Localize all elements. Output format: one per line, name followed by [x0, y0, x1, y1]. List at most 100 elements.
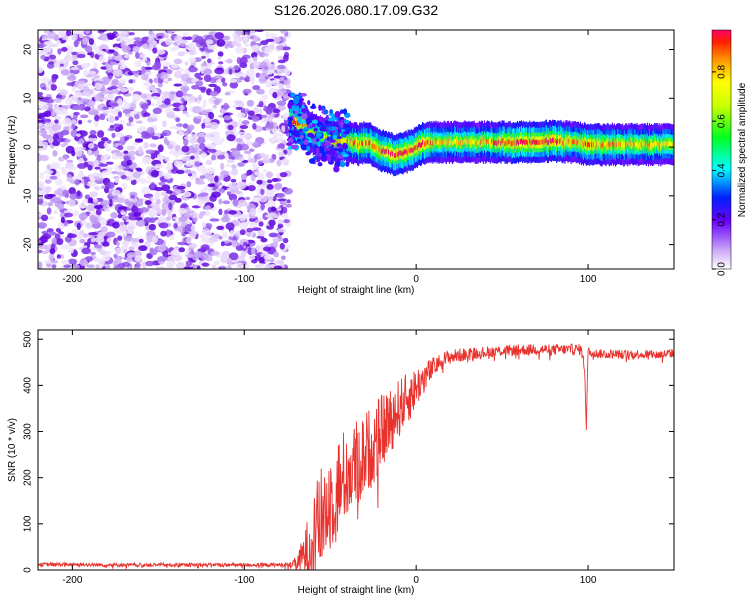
- signal-spread: [306, 124, 313, 128]
- noise-speckle: [159, 72, 169, 80]
- noise-speckle: [99, 33, 108, 41]
- noise-speckle: [246, 227, 254, 233]
- signal-track-cell: [482, 141, 485, 147]
- signal-track-cell: [354, 140, 357, 146]
- signal-track-cell: [450, 139, 453, 144]
- noise-speckle: [188, 56, 196, 63]
- noise-speckle: [123, 54, 131, 59]
- noise-speckle: [97, 104, 103, 111]
- noise-speckle: [224, 209, 229, 215]
- noise-speckle: [195, 80, 204, 87]
- noise-speckle: [187, 124, 195, 131]
- noise-speckle: [88, 231, 99, 236]
- signal-spread: [300, 92, 307, 97]
- signal-track-cell: [564, 140, 566, 146]
- noise-speckle: [212, 104, 217, 109]
- noise-speckle: [256, 187, 261, 196]
- noise-speckle: [113, 123, 120, 128]
- signal-track-cell: [428, 140, 430, 146]
- signal-track-cell: [410, 147, 412, 153]
- signal-spread: [337, 128, 342, 134]
- noise-speckle: [157, 98, 163, 106]
- y-tick-label: 500: [23, 330, 34, 347]
- noise-speckle: [139, 53, 147, 59]
- noise-speckle: [211, 264, 217, 269]
- noise-speckle: [166, 208, 171, 215]
- noise-speckle: [59, 89, 69, 96]
- signal-track-cell: [395, 153, 397, 159]
- noise-speckle: [78, 119, 83, 125]
- colorbar-tick-label: 0.0: [717, 262, 728, 276]
- noise-speckle: [105, 231, 116, 238]
- y-tick-label: 400: [23, 377, 34, 394]
- noise-speckle: [208, 111, 215, 120]
- noise-speckle: [276, 100, 287, 106]
- noise-speckle: [60, 216, 65, 224]
- noise-speckle: [151, 64, 161, 71]
- signal-track-cell: [296, 120, 298, 126]
- noise-speckle: [119, 65, 126, 70]
- noise-speckle: [276, 228, 287, 233]
- signal-spread: [301, 113, 308, 120]
- signal-track-cell: [361, 140, 363, 146]
- noise-speckle: [136, 168, 143, 173]
- signal-spread: [338, 116, 345, 121]
- noise-speckle: [84, 30, 91, 35]
- noise-speckle: [218, 208, 223, 216]
- noise-speckle: [48, 137, 54, 144]
- signal-spread: [323, 110, 329, 114]
- noise-speckle: [228, 68, 233, 75]
- noise-speckle: [190, 133, 198, 142]
- noise-speckle: [88, 110, 99, 116]
- signal-track-cell: [304, 121, 306, 127]
- signal-track-cell: [661, 141, 663, 147]
- signal-track-cell: [582, 142, 585, 148]
- signal-spread: [294, 110, 298, 114]
- noise-speckle: [207, 45, 217, 50]
- noise-speckle: [217, 154, 226, 160]
- signal-track-cell: [638, 142, 640, 148]
- noise-speckle: [249, 208, 257, 216]
- noise-speckle: [230, 196, 238, 200]
- noise-speckle: [231, 150, 241, 158]
- noise-speckle: [206, 167, 216, 175]
- noise-speckle: [148, 30, 153, 35]
- noise-speckle: [271, 238, 280, 242]
- noise-speckle: [200, 109, 208, 115]
- noise-speckle: [67, 258, 78, 265]
- noise-speckle: [192, 254, 199, 261]
- noise-speckle: [119, 221, 125, 226]
- noise-speckle: [222, 82, 228, 87]
- noise-speckle: [252, 56, 258, 62]
- noise-speckle: [183, 191, 192, 198]
- signal-track-cell: [532, 139, 534, 145]
- y-tick-label: 0: [23, 567, 34, 573]
- noise-speckle: [147, 209, 157, 218]
- noise-speckle: [152, 47, 158, 54]
- noise-speckle: [167, 144, 174, 150]
- signal-track-cell: [473, 138, 475, 144]
- noise-speckle: [106, 93, 115, 100]
- noise-speckle: [237, 199, 248, 207]
- noise-speckle: [101, 185, 106, 189]
- signal-track-cell: [457, 139, 459, 145]
- noise-speckle: [161, 184, 171, 192]
- noise-speckle: [44, 186, 52, 193]
- noise-speckle: [138, 245, 148, 252]
- signal-track-cell: [645, 142, 648, 148]
- signal-track-cell: [500, 140, 502, 146]
- signal-spread: [291, 105, 296, 112]
- signal-track-cell: [311, 129, 313, 135]
- noise-speckle: [99, 258, 105, 266]
- noise-speckle: [113, 51, 119, 57]
- noise-speckle: [71, 123, 76, 130]
- noise-speckle: [281, 125, 286, 133]
- noise-speckle: [274, 182, 283, 190]
- signal-track-cell: [412, 147, 414, 153]
- signal-track-cell: [345, 138, 347, 144]
- signal-track-cell: [558, 138, 560, 144]
- signal-track-cell: [490, 140, 492, 146]
- signal-track-cell: [509, 139, 511, 145]
- noise-speckle: [150, 154, 156, 160]
- noise-speckle: [279, 171, 288, 178]
